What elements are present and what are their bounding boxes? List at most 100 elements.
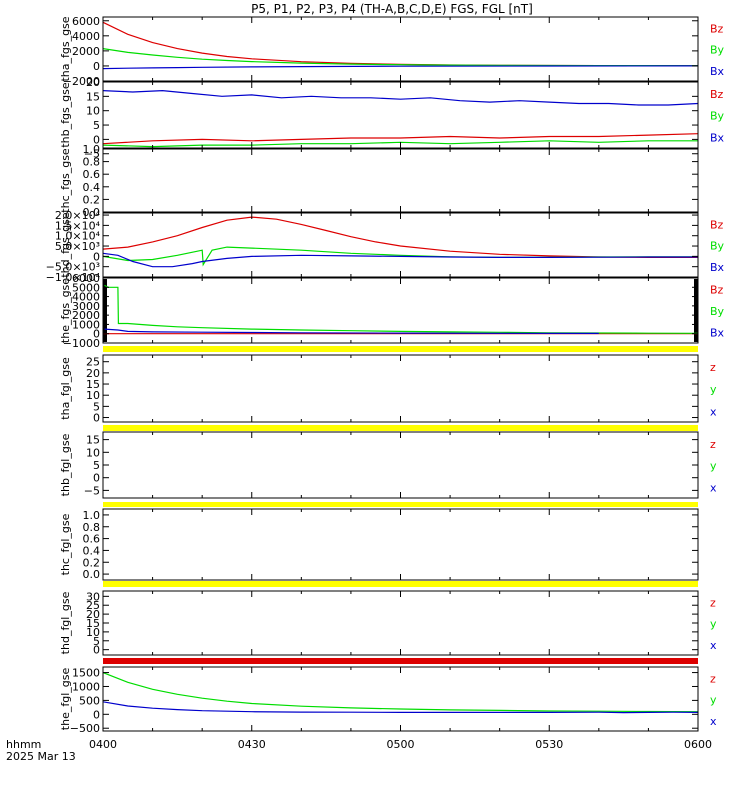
y-tick-label: 0 [93,472,100,485]
y-tick-label: 1.5×10⁴ [55,219,101,232]
y-tick-label: 5 [93,635,100,648]
y-tick-label: 15 [86,378,100,391]
legend-item-Bx: Bx [710,327,725,340]
series-line-the_fgl_gse-y [103,672,698,713]
y-tick-label: 0 [93,133,100,146]
legend-item-x: x [710,481,717,494]
y-tick-label: 1000 [72,680,100,693]
y-tick-label: 10 [86,446,100,459]
panel-frame [102,212,699,278]
y-tick-label: 1000 [72,318,100,331]
y-tick-label: 0.0 [83,568,101,581]
legend-item-y: y [710,383,717,396]
y-axis-label: thc_fgl_gse [59,513,72,575]
legend-item-By: By [710,240,725,253]
y-tick-label: 30 [86,590,100,603]
y-tick-label: 0 [93,250,100,263]
y-tick-label: 500 [79,694,100,707]
legend-item-By: By [710,110,725,123]
legend-item-Bx: Bx [710,65,725,78]
the-fgs-right-edge-marks [694,279,698,342]
y-tick-label: 20 [86,76,100,89]
series-line-the_fgl_gse-x [103,701,698,714]
panel-thc_fgs_gse: 1.00.80.60.40.20.0 thc_fgs_gse [59,143,699,219]
y-tick-label: 2000 [72,309,100,322]
x-tick-label: 0600 [684,738,712,751]
y-tick-label: 0.8 [83,521,101,534]
panel-status-bar [103,581,698,587]
panel-frame [102,508,699,581]
y-tick-label: 0.4 [83,181,101,194]
panel-status-bar [103,502,698,507]
panel-thd_fgs_gse: 2.0×10⁴1.5×10⁴1.0×10⁴5.0×10³0−5.0×10³−1.… [46,209,725,284]
series-line-thb_fgs_gse-Bx [103,89,698,106]
chart-title: P5, P1, P2, P3, P4 (TH-A,B,C,D,E) FGS, F… [251,2,533,16]
y-tick-label: 1500 [72,667,100,680]
y-tick-label: 5 [93,400,100,413]
legend-item-Bx: Bx [710,261,725,274]
panel-frame [102,148,699,213]
y-axis-label: thd_fgl_gse [59,591,72,654]
legend-item-z: z [710,361,716,374]
series-line-thb_fgs_gse-Bz [103,133,698,145]
legend-item-y: y [710,618,717,631]
y-tick-label: −1.0×10⁴ [46,271,101,284]
panel-frame [102,431,699,499]
y-tick-label: 0.0 [83,206,101,219]
x-axis: 0400 0430 0500 0530 0600 [89,738,712,751]
x-tick-label: 0500 [387,738,415,751]
y-tick-label: 0 [93,412,100,425]
legend-item-y: y [710,694,717,707]
y-tick-label: 0 [93,328,100,341]
legend-item-Bz: Bz [710,23,724,36]
y-tick-label: 1.0 [83,143,101,156]
y-axis-label: tha_fgl_gse [59,357,72,420]
legend-item-Bz: Bz [710,219,724,232]
y-tick-label: 10 [86,105,100,118]
y-tick-label: 20 [86,608,100,621]
y-tick-label: 1.0×10⁴ [55,230,101,243]
y-tick-label: 6000 [72,272,100,285]
legend-item-y: y [710,460,717,473]
series-line-thd_fgs_gse-Bz [103,216,698,258]
y-tick-label: 0.2 [83,556,101,569]
panel-status-bar [103,425,698,431]
legend-item-x: x [710,639,717,652]
the-fgs-left-edge-marks [103,279,107,342]
legend-item-x: x [710,405,717,418]
legend-item-By: By [710,44,725,57]
panel-frame [102,354,699,423]
y-tick-label: −2000 [63,75,100,88]
y-tick-label: 4000 [72,291,100,304]
y-axis-label: thc_fgs_gse [59,148,72,213]
legend-item-Bz: Bz [710,284,724,297]
panel-status-bar [103,658,698,664]
y-tick-label: −1000 [63,337,100,350]
panel-the_fgs_gse: 6000500040003000200010000−1000the_fgs_gs… [59,272,725,350]
y-tick-label: 0 [93,644,100,657]
legend-item-z: z [710,673,716,686]
panel-status-bar [103,346,698,352]
y-tick-label: 15 [86,90,100,103]
panel-frame [102,666,699,732]
y-tick-label: 10 [86,626,100,639]
legend-item-z: z [710,438,716,451]
y-tick-label: 3000 [72,300,100,313]
y-tick-label: 15 [86,434,100,447]
y-tick-label: 15 [86,617,100,630]
y-tick-label: 2000 [72,45,100,58]
panel-frame [102,590,699,656]
y-tick-label: −500 [70,722,100,735]
y-tick-label: 5000 [72,281,100,294]
series-line-tha_fgs_gse-Bz [103,21,698,67]
y-tick-label: −5 [84,484,100,497]
footer-date: 2025 Mar 13 [6,750,76,763]
panel-thc_fgl_gse: 1.00.80.60.40.20.0 thc_fgl_gse [59,508,699,581]
y-tick-label: 5 [93,119,100,132]
y-tick-label: −5.0×10³ [46,261,100,274]
